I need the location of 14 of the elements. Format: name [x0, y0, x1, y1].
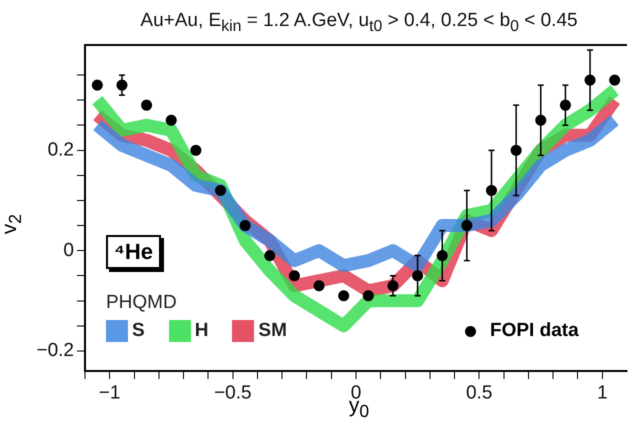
y-tick-label: −0.2: [36, 340, 74, 362]
x-tick-label: 1: [597, 382, 608, 404]
x-tick-label: 0.5: [466, 382, 492, 404]
legend-label: H: [194, 320, 208, 342]
x-tick-label: −1: [98, 382, 120, 404]
legend-label: S: [132, 320, 145, 342]
x-tick-label: −0.5: [214, 382, 252, 404]
y-tick-label: 0: [63, 240, 74, 261]
legend-label: FOPI data: [490, 320, 579, 342]
legend-title: PHQMD: [106, 292, 178, 314]
annotation: ⁴He: [106, 235, 162, 269]
legend-label: SM: [258, 320, 287, 342]
y-tick-label: 0.2: [48, 140, 74, 161]
chart-title: Au+Au, E$_{kin}$ = 1.2 A.GeV, u$_{t0}$ > 0.4, 0.25 < b$_{0}$ < 0.45: [139, 10, 579, 36]
